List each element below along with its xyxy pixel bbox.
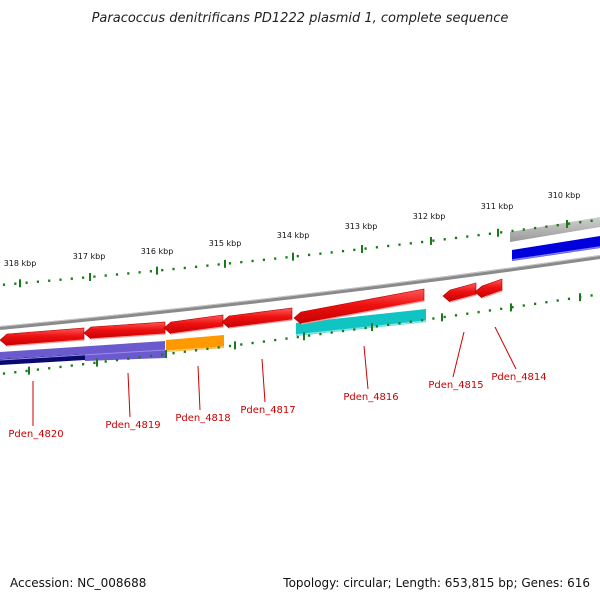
backbone-highlight <box>0 255 600 327</box>
purple-track-segment <box>0 341 165 361</box>
ruler-label: 313 kbp <box>345 222 378 231</box>
ruler-label: 311 kbp <box>481 202 514 211</box>
gene-leader-line <box>261 358 266 403</box>
gene-leader-line <box>363 345 369 390</box>
topology-text: Topology: circular; Length: 653,815 bp; … <box>282 576 590 590</box>
blue-track-segment <box>512 236 600 261</box>
gene-features <box>0 278 503 347</box>
backbone-line <box>0 255 600 330</box>
gene-label[interactable]: Pden_4815 <box>428 380 483 391</box>
ruler-label: 316 kbp <box>141 247 174 256</box>
gene-arrow[interactable] <box>442 282 477 303</box>
ruler-label: 310 kbp <box>548 191 581 200</box>
gene-arrow-edge <box>90 333 166 340</box>
blue-track-edge <box>511 246 600 261</box>
gene-label[interactable]: Pden_4819 <box>105 420 160 431</box>
ruler-label: 318 kbp <box>4 259 37 268</box>
ruler-label: 315 kbp <box>209 239 242 248</box>
ruler-ticks <box>2 219 593 375</box>
purple-track-edge <box>0 349 166 361</box>
ruler-labels: 318 kbp 317 kbp 316 kbp 315 kbp 314 kbp 313 k… <box>4 191 581 268</box>
cyan-track-edge <box>295 320 427 336</box>
gene-arrow-edge <box>228 319 293 329</box>
ruler-label: 317 kbp <box>73 252 106 261</box>
accession-text: Accession: NC_008688 <box>10 576 146 590</box>
gene-arrow[interactable] <box>221 307 293 329</box>
ruler-label: 312 kbp <box>413 212 446 221</box>
cyan-track-segment <box>296 309 426 336</box>
gene-arrow-edge <box>300 300 425 325</box>
gene-label[interactable]: Pden_4818 <box>175 413 230 424</box>
gene-arrow-edge <box>170 326 224 335</box>
gene-arrow-edge <box>6 339 85 347</box>
navy-track-segment <box>0 354 85 365</box>
ruler-label: 314 kbp <box>277 231 310 240</box>
gene-leader-line <box>452 331 465 378</box>
gene-leader-line <box>127 372 131 418</box>
gene-arrow-edge <box>481 290 503 299</box>
gene-label[interactable]: Pden_4816 <box>343 392 398 403</box>
gene-label[interactable]: Pden_4817 <box>240 405 295 416</box>
gene-label[interactable]: Pden_4820 <box>8 429 63 440</box>
gene-label[interactable]: Pden_4814 <box>491 372 546 383</box>
gene-arrow-edge <box>449 294 477 303</box>
orange-track-edge <box>165 346 225 352</box>
gene-leader-line <box>197 365 201 411</box>
gene-leader-line <box>494 326 517 370</box>
map-title: Paracoccus denitrificans PD1222 plasmid … <box>92 11 509 26</box>
gene-arrow[interactable] <box>293 288 425 325</box>
gene-labels: Pden_4820 Pden_4819 Pden_4818 Pden_4817 Pden… <box>8 326 547 440</box>
grey-track-segment <box>510 217 600 242</box>
